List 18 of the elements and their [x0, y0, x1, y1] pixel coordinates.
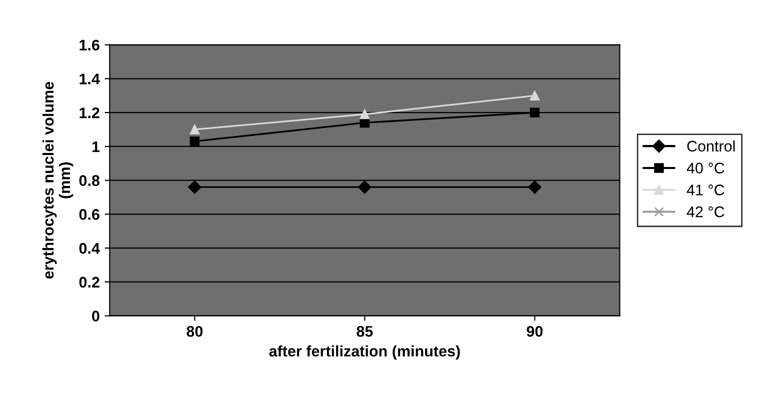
legend-label: 40 °C — [686, 162, 724, 174]
y-tick-label: 0 — [92, 310, 100, 322]
x-tick-label: 80 — [186, 326, 203, 337]
legend-label: 42 °C — [686, 206, 724, 218]
y-tick-label: 1.6 — [80, 40, 100, 51]
y-tick-label: 1 — [92, 141, 100, 152]
y-tick-label: 0.4 — [79, 242, 100, 254]
y-tick-label: 0.2 — [79, 276, 100, 288]
y-tick-label: 0.6 — [79, 209, 100, 220]
y-tick-label: 1.2 — [80, 107, 100, 118]
y-tick-label: 0.8 — [79, 175, 100, 186]
legend-label: Control — [687, 140, 735, 152]
y-axis-title: erythrocytes nuclei volume (mm) — [42, 82, 74, 279]
x-tick-label: 90 — [526, 326, 543, 337]
y-tick-label: 1.4 — [80, 74, 100, 84]
legend-label: 41 °C — [686, 184, 724, 196]
x-axis-title: after fertilization (minutes) — [269, 345, 460, 360]
x-tick-label: 85 — [356, 326, 373, 337]
